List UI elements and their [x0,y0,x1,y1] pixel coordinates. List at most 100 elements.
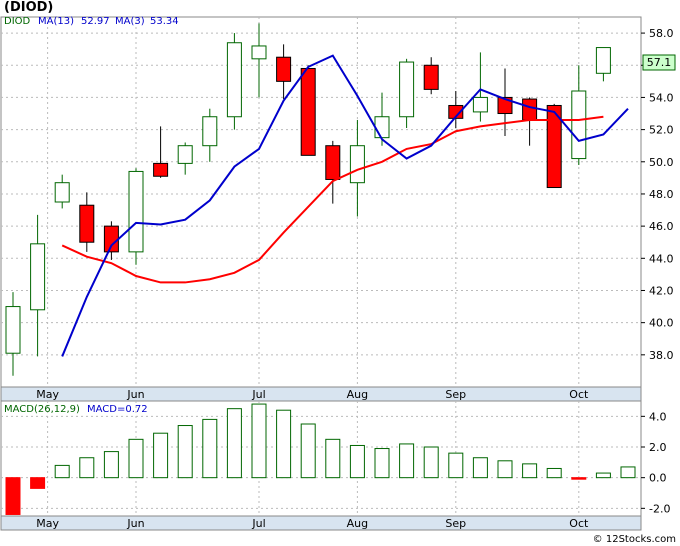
macd-bar [128,438,144,479]
macd-bar [153,432,169,479]
price-x-tick-label: Jul [251,388,265,401]
ma3-line [61,54,629,357]
macd-y-tick-label: -2.0 [649,502,670,515]
macd-x-tick-label: Oct [569,517,589,530]
legend-ma13-label: MA(13) [38,16,74,27]
price-y-tick-label: 58.0 [649,27,674,40]
candle-body [325,145,341,180]
macd-bar [522,463,538,479]
legend-ma13-value: 52.97 [81,16,110,27]
macd-bar [399,443,415,479]
ma13-line [61,115,604,284]
macd-bar [30,477,46,489]
price-x-tick-label: Aug [347,388,368,401]
macd-bar [423,446,439,479]
last-price-value: 57.1 [647,56,672,69]
price-y-axis: 38.040.042.044.046.048.050.052.054.056.0… [641,27,674,362]
price-y-tick-label: 44.0 [649,252,674,265]
macd-x-tick-label: May [36,517,59,530]
moving-average-lines [61,54,629,357]
candle-body [399,61,415,118]
price-y-tick-label: 52.0 [649,124,674,137]
price-y-tick-label: 54.0 [649,91,674,104]
macd-bar [202,418,218,479]
price-y-tick-label: 40.0 [649,317,674,330]
macd-bar [325,438,341,479]
candle-body [128,170,144,253]
price-x-axis-band [0,386,642,402]
macd-bar [374,448,390,479]
candle-body [226,42,242,118]
price-x-axis: May Jun Jul Aug Sep Oct [36,388,589,401]
candle-body [349,145,365,184]
macd-bar [571,477,587,480]
macd-bar [472,457,488,479]
candle-body [546,104,562,189]
macd-grid [1,401,641,516]
macd-bar [620,466,636,479]
price-y-tick-label: 48.0 [649,188,674,201]
candle-body [374,116,390,139]
macd-y-axis: -2.0 0.0 2.0 4.0 [641,410,670,515]
candle-body [79,204,95,243]
candle-body [30,243,46,311]
macd-bar [54,464,70,479]
price-x-tick-label: Sep [445,388,466,401]
macd-bar [497,460,513,479]
macd-bar [5,477,21,515]
candle-body [300,67,316,156]
price-grid [1,17,641,387]
price-y-tick-label: 42.0 [649,284,674,297]
candle-body [595,47,611,74]
macd-x-tick-label: Jun [126,517,144,530]
price-x-tick-label: Jun [126,388,144,401]
macd-x-tick-label: Aug [347,517,368,530]
price-x-tick-label: Oct [569,388,589,401]
candle-body [497,96,513,115]
legend-ticker: DIOD [4,16,31,27]
price-x-tick-label: May [36,388,59,401]
candle-body [571,90,587,160]
candle-body [472,96,488,113]
macd-x-axis-band [0,515,642,531]
macd-bar [349,444,365,479]
candle-body [423,64,439,90]
candle-body [251,45,267,60]
legend-ma3-label: MA(3) [115,16,145,27]
chart-title: (DIOD) [4,0,53,15]
macd-panel [0,400,642,517]
candle-body [522,98,538,121]
macd-y-tick-label: 2.0 [649,441,667,454]
last-price-tag: 57.1 [642,54,676,71]
macd-bar [79,457,95,479]
legend-ma3-value: 53.34 [150,16,179,27]
price-y-tick-label: 38.0 [649,349,674,362]
macd-histogram [5,403,636,515]
macd-bar [226,408,242,479]
macd-bar [546,467,562,479]
macd-legend-label: MACD(26,12,9) [4,404,80,415]
macd-x-tick-label: Sep [445,517,466,530]
macd-bar [251,403,267,479]
footer-copyright: © 12Stocks.com [593,534,676,545]
macd-bar [595,472,611,479]
macd-x-axis: May Jun Jul Aug Sep Oct [36,517,589,530]
macd-bar [276,409,292,479]
candlesticks [5,23,611,376]
candle-body [153,162,169,177]
candle-body [276,56,292,82]
macd-bar [103,451,119,479]
macd-legend-value: MACD=0.72 [87,404,148,415]
price-panel [0,16,642,388]
candle-body [5,306,21,354]
macd-x-tick-label: Jul [251,517,265,530]
macd-y-tick-label: 4.0 [649,410,667,423]
candle-body [448,104,464,119]
macd-bar [177,425,193,479]
macd-bar [448,452,464,479]
macd-bar [300,423,316,479]
price-y-tick-label: 46.0 [649,220,674,233]
macd-y-tick-label: 0.0 [649,472,667,485]
candle-body [54,182,70,203]
